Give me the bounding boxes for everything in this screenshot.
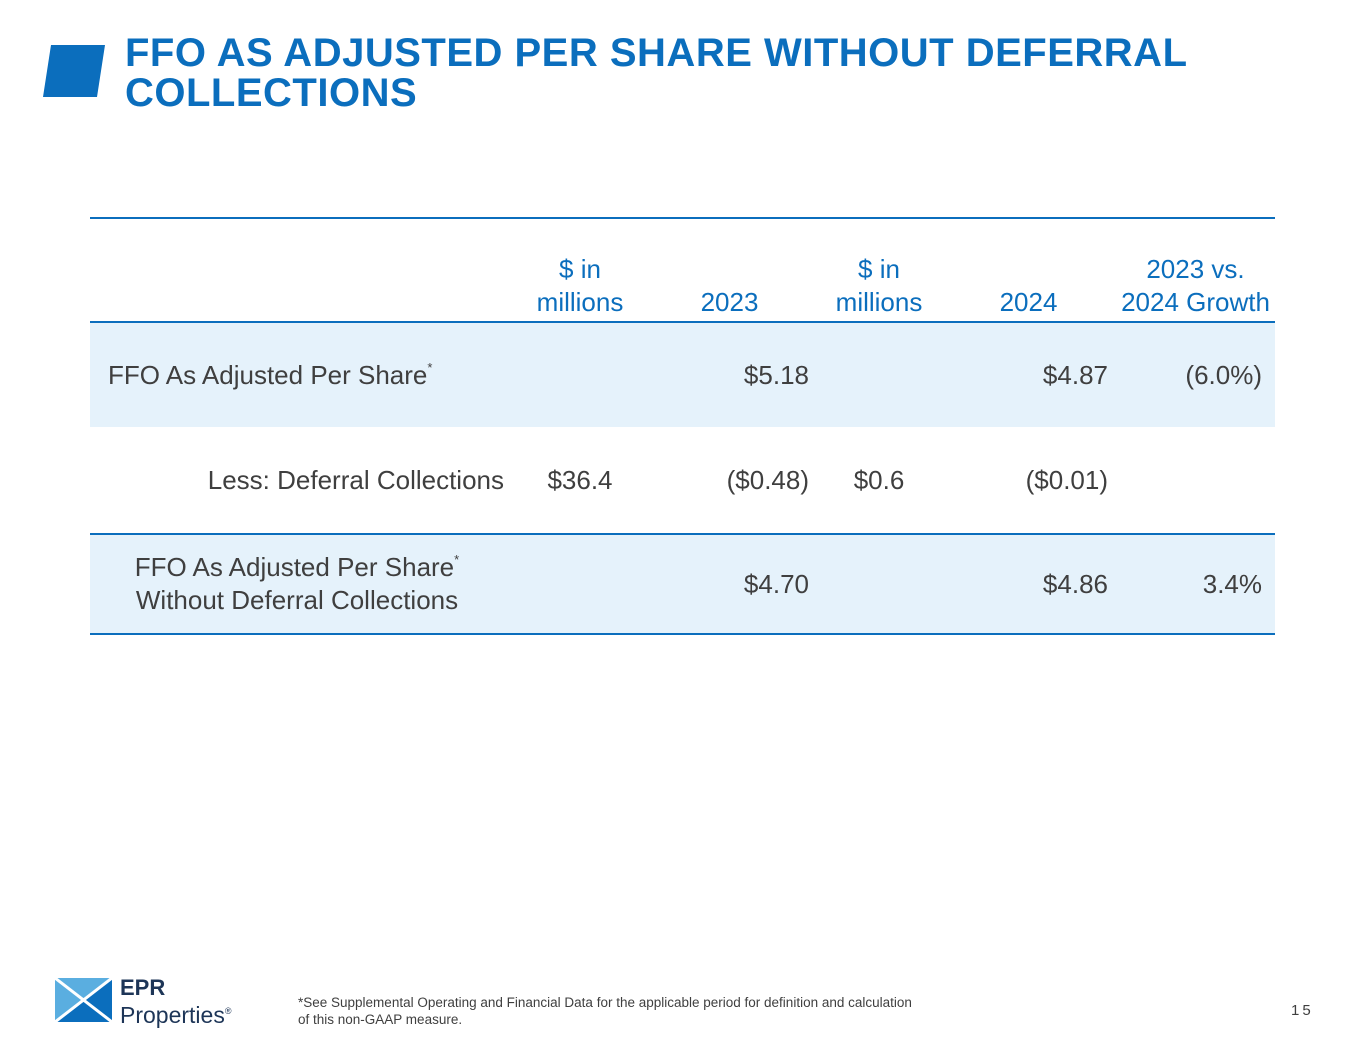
- table-row-deferral-collections: Less: Deferral Collections $36.4 ($0.48)…: [90, 427, 1275, 534]
- header-growth: 2023 vs. 2024 Growth: [1116, 217, 1275, 323]
- header-millions-2024: $ in millions: [817, 217, 941, 323]
- cell-value-2023: $5.18: [642, 322, 817, 427]
- cell-value-2023: $4.70: [642, 533, 817, 635]
- page-title: FFO AS ADJUSTED PER SHARE WITHOUT DEFERR…: [125, 33, 1325, 113]
- cell-growth: [1116, 427, 1275, 534]
- row-label: FFO As Adjusted Per Share* Without Deferr…: [90, 533, 518, 635]
- row-label: Less: Deferral Collections: [207, 464, 504, 495]
- ffo-comparison-table: $ in millions 2023 $ in millions 2024 20…: [90, 217, 1275, 635]
- cell-millions-2024: $0.6: [853, 464, 905, 495]
- table-row-ffo-without-deferral: FFO As Adjusted Per Share* Without Deferr…: [90, 533, 1275, 635]
- cell-millions-2023: [518, 533, 642, 635]
- company-logo: EPR Properties®: [55, 975, 255, 1028]
- cell-growth: 3.4%: [1116, 533, 1275, 635]
- page-title-line-2: COLLECTIONS: [125, 71, 418, 115]
- footnote-marker: *: [427, 359, 433, 375]
- cell-millions-2023: [518, 322, 642, 427]
- cell-value-2024: $4.86: [941, 533, 1116, 635]
- page-title-line-1: FFO AS ADJUSTED PER SHARE WITHOUT DEFERR…: [125, 31, 1188, 75]
- cell-value-2024: $4.87: [941, 322, 1116, 427]
- logo-wordmark-epr: EPR: [120, 975, 166, 1000]
- footnote-marker: *: [454, 552, 460, 567]
- header-2024: 2024: [941, 217, 1116, 323]
- table-row-ffo-as-adjusted: FFO As Adjusted Per Share* $5.18 $4.87 (…: [90, 322, 1275, 427]
- logo-wordmark-properties: Properties®: [120, 1002, 232, 1028]
- cell-millions-2024: [817, 533, 941, 635]
- cell-millions-2024: [817, 322, 941, 427]
- footnote: *See Supplemental Operating and Financia…: [298, 994, 1018, 1028]
- cell-value-2024: ($0.01): [1025, 464, 1108, 495]
- cell-millions-2023: $36.4: [547, 464, 613, 495]
- header-2023: 2023: [642, 217, 817, 323]
- registered-mark: ®: [224, 1006, 232, 1016]
- row-label: FFO As Adjusted Per Share*: [90, 322, 518, 427]
- title-accent-parallelogram: [43, 45, 105, 97]
- logo-mark-icon: [55, 978, 112, 1022]
- page-number: 15: [1291, 1002, 1314, 1019]
- cell-value-2023: ($0.48): [726, 464, 809, 495]
- footnote-line-2: of this non-GAAP measure.: [298, 1012, 463, 1027]
- table-header-row: $ in millions 2023 $ in millions 2024 20…: [90, 217, 1275, 323]
- header-blank: [90, 217, 518, 323]
- footnote-line-1: *See Supplemental Operating and Financia…: [298, 995, 912, 1010]
- header-millions-2023: $ in millions: [518, 217, 642, 323]
- cell-growth: (6.0%): [1116, 322, 1275, 427]
